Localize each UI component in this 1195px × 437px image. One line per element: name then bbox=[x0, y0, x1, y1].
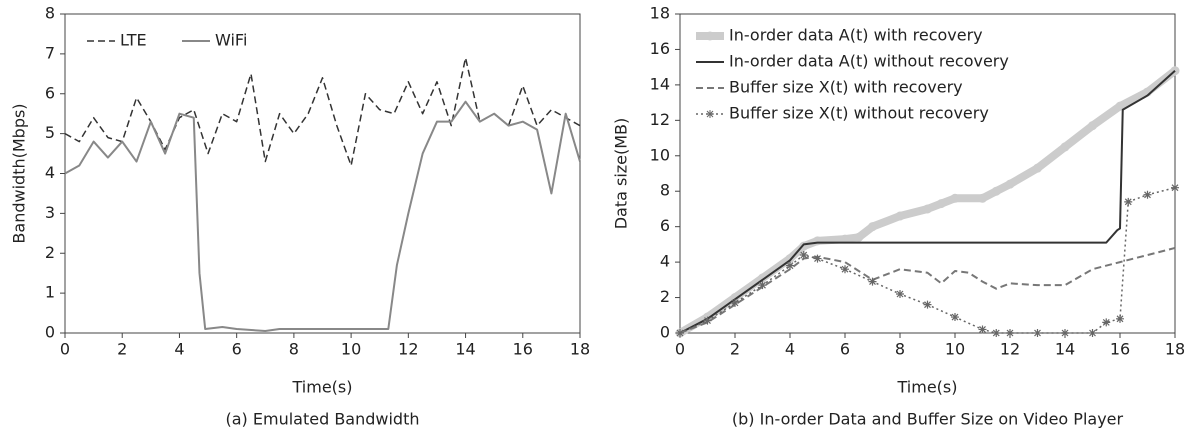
x-tick-label: 14 bbox=[455, 340, 475, 359]
x-tick-label: 4 bbox=[174, 340, 184, 359]
x-axis-title: Time(s) bbox=[897, 378, 958, 397]
marker bbox=[1115, 101, 1125, 111]
marker bbox=[854, 232, 864, 242]
legend-label: In-order data A(t) with recovery bbox=[729, 26, 983, 45]
marker bbox=[1124, 197, 1133, 206]
x-tick-label: 10 bbox=[341, 340, 361, 359]
y-tick-label: 6 bbox=[660, 216, 670, 235]
x-tick-label: 8 bbox=[895, 340, 905, 359]
caption: (b) In-order Data and Buffer Size on Vid… bbox=[732, 410, 1124, 429]
x-tick-label: 16 bbox=[1110, 340, 1130, 359]
marker bbox=[1143, 190, 1152, 199]
marker bbox=[1033, 163, 1042, 173]
y-tick-label: 8 bbox=[660, 181, 670, 200]
x-tick-label: 18 bbox=[570, 340, 590, 359]
marker bbox=[841, 265, 849, 274]
y-tick-label: 10 bbox=[650, 145, 670, 164]
y-axis-title: Bandwidth(Mbps) bbox=[10, 103, 29, 243]
series-line bbox=[679, 246, 1176, 334]
marker bbox=[758, 281, 767, 290]
legend-label: WiFi bbox=[215, 31, 247, 50]
legend-label: LTE bbox=[120, 31, 147, 50]
y-tick-label: 0 bbox=[660, 323, 670, 342]
y-tick-label: 16 bbox=[650, 39, 670, 58]
legend-label: In-order data A(t) without recovery bbox=[729, 52, 1009, 71]
y-tick-label: 18 bbox=[650, 4, 670, 23]
x-tick-label: 0 bbox=[675, 340, 685, 359]
marker bbox=[991, 186, 1001, 196]
marker bbox=[1102, 318, 1111, 327]
x-tick-label: 0 bbox=[60, 340, 70, 359]
legend-marker bbox=[705, 31, 715, 41]
marker bbox=[896, 290, 904, 299]
x-tick-label: 8 bbox=[289, 340, 299, 359]
y-tick-label: 4 bbox=[660, 252, 670, 271]
marker bbox=[676, 329, 684, 337]
x-tick-label: 10 bbox=[945, 340, 965, 359]
legend-label: Buffer size X(t) with recovery bbox=[729, 78, 963, 97]
marker bbox=[1088, 329, 1097, 337]
y-tick-label: 14 bbox=[650, 74, 670, 93]
marker bbox=[992, 329, 1001, 337]
marker bbox=[1033, 329, 1042, 337]
y-tick-label: 0 bbox=[45, 323, 55, 342]
marker bbox=[978, 325, 987, 334]
series-line bbox=[679, 69, 1176, 334]
marker bbox=[840, 234, 850, 244]
x-tick-label: 6 bbox=[232, 340, 242, 359]
marker bbox=[1116, 314, 1124, 323]
marker bbox=[1006, 329, 1014, 337]
marker bbox=[868, 222, 877, 232]
marker bbox=[978, 193, 987, 203]
y-tick-label: 8 bbox=[45, 4, 55, 23]
x-tick-label: 4 bbox=[785, 340, 795, 359]
marker bbox=[1088, 121, 1097, 131]
caption: (a) Emulated Bandwidth bbox=[226, 410, 420, 429]
y-tick-label: 2 bbox=[660, 287, 670, 306]
legend-marker bbox=[706, 110, 714, 118]
marker bbox=[1060, 142, 1070, 152]
series-line bbox=[64, 100, 581, 333]
x-tick-label: 6 bbox=[840, 340, 850, 359]
x-tick-label: 16 bbox=[513, 340, 533, 359]
y-tick-label: 2 bbox=[45, 243, 55, 262]
marker bbox=[1061, 329, 1069, 337]
y-tick-label: 6 bbox=[45, 83, 55, 102]
plot-frame bbox=[679, 13, 1176, 334]
x-tick-label: 2 bbox=[117, 340, 127, 359]
marker bbox=[703, 316, 712, 325]
y-tick-label: 4 bbox=[45, 163, 55, 182]
marker bbox=[936, 199, 946, 209]
x-tick-label: 12 bbox=[398, 340, 418, 359]
x-axis-title: Time(s) bbox=[292, 378, 353, 397]
marker bbox=[923, 204, 932, 214]
marker bbox=[923, 300, 932, 309]
marker bbox=[868, 277, 877, 286]
x-tick-label: 2 bbox=[730, 340, 740, 359]
x-tick-label: 12 bbox=[1000, 340, 1020, 359]
y-tick-label: 12 bbox=[650, 110, 670, 129]
series-line bbox=[64, 57, 581, 167]
marker bbox=[895, 211, 905, 221]
x-tick-label: 18 bbox=[1165, 340, 1185, 359]
marker bbox=[799, 251, 808, 260]
y-tick-label: 1 bbox=[45, 283, 55, 302]
marker bbox=[1005, 179, 1015, 189]
marker bbox=[731, 298, 739, 307]
y-tick-label: 7 bbox=[45, 43, 55, 62]
y-tick-label: 3 bbox=[45, 203, 55, 222]
plot-frame bbox=[64, 13, 581, 334]
marker bbox=[950, 193, 960, 203]
legend-label: Buffer size X(t) without recovery bbox=[729, 104, 989, 123]
x-tick-label: 14 bbox=[1055, 340, 1075, 359]
marker bbox=[786, 261, 794, 270]
marker bbox=[951, 313, 959, 322]
marker bbox=[813, 254, 822, 263]
y-axis-title: Data size(MB) bbox=[612, 118, 631, 230]
marker bbox=[1171, 183, 1179, 192]
y-tick-label: 5 bbox=[45, 123, 55, 142]
